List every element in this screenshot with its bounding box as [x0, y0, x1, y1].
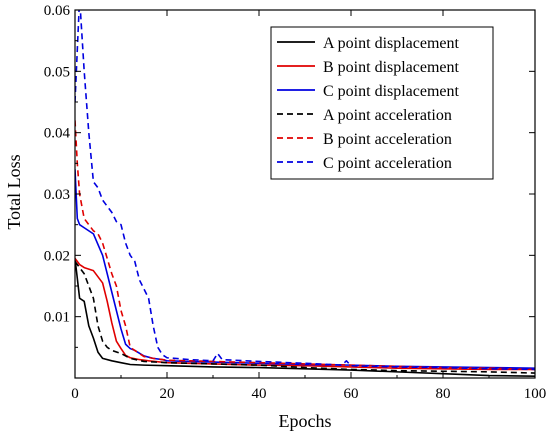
- y-axis-label: Total Loss: [4, 154, 24, 229]
- y-tick-label: 0.04: [44, 126, 71, 142]
- legend-label: A point acceleration: [323, 107, 452, 124]
- legend-label: B point acceleration: [323, 131, 452, 148]
- x-axis-label: Epochs: [279, 411, 332, 431]
- series-line-5: [75, 120, 535, 371]
- series-line-6: [75, 10, 535, 371]
- legend-label: C point acceleration: [323, 155, 452, 172]
- series-layer: [75, 10, 535, 377]
- legend-label: C point displacement: [323, 83, 460, 100]
- legend-label: B point displacement: [323, 59, 460, 76]
- y-tick-label: 0.06: [44, 3, 71, 19]
- series-line-1: [75, 258, 535, 377]
- series-line-3: [75, 169, 535, 369]
- y-tick-label: 0.03: [44, 187, 70, 203]
- y-tick-label: 0.01: [44, 310, 70, 326]
- x-tick-label: 100: [524, 386, 547, 402]
- ticks: 0 20 40 60 80 100 0.01 0.02 0.03 0.04 0.05 0.06: [44, 3, 547, 402]
- legend: A point displacement B point displacement…: [270, 26, 494, 180]
- x-tick-label: 0: [71, 386, 79, 402]
- x-tick-label: 60: [344, 386, 359, 402]
- series-line-4: [75, 260, 535, 374]
- x-tick-label: 20: [160, 386, 175, 402]
- legend-box: [270, 26, 494, 180]
- y-tick-label: 0.05: [44, 64, 70, 80]
- y-tick-label: 0.02: [44, 248, 70, 264]
- legend-label: A point displacement: [323, 35, 460, 52]
- x-tick-label: 40: [252, 386, 267, 402]
- x-tick-label: 80: [436, 386, 451, 402]
- series-line-2: [75, 257, 535, 371]
